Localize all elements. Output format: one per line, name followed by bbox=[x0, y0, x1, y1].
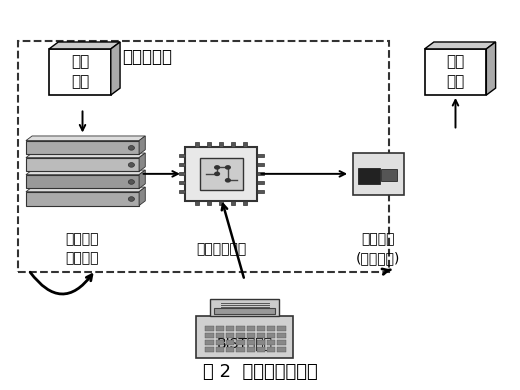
Circle shape bbox=[225, 178, 231, 183]
Bar bbox=[18, 41, 388, 272]
Bar bbox=[246, 326, 255, 331]
Text: 图 2  内建自测试流程: 图 2 内建自测试流程 bbox=[203, 363, 317, 381]
Polygon shape bbox=[139, 170, 145, 188]
Polygon shape bbox=[111, 42, 120, 95]
Bar bbox=[231, 201, 236, 206]
Bar bbox=[226, 326, 235, 331]
Bar bbox=[196, 201, 200, 206]
Bar bbox=[358, 168, 381, 184]
Polygon shape bbox=[26, 153, 145, 158]
Bar bbox=[207, 142, 212, 147]
Bar bbox=[214, 308, 276, 314]
Bar bbox=[207, 201, 212, 206]
Polygon shape bbox=[26, 136, 145, 140]
Bar bbox=[257, 333, 265, 338]
Bar bbox=[211, 299, 279, 316]
Text: 发生器及
应用程序: 发生器及 应用程序 bbox=[66, 232, 99, 265]
Circle shape bbox=[225, 165, 231, 170]
Bar bbox=[353, 153, 404, 195]
Bar bbox=[267, 333, 276, 338]
Text: 外部
输人: 外部 输人 bbox=[71, 55, 89, 89]
Bar bbox=[246, 347, 255, 352]
Polygon shape bbox=[425, 42, 496, 49]
Polygon shape bbox=[139, 187, 145, 206]
Circle shape bbox=[214, 165, 220, 170]
Bar bbox=[236, 326, 244, 331]
Bar bbox=[49, 49, 111, 95]
Polygon shape bbox=[139, 136, 145, 154]
Bar bbox=[179, 181, 186, 184]
Bar bbox=[257, 163, 264, 167]
Bar bbox=[205, 326, 214, 331]
Bar bbox=[26, 140, 139, 154]
Text: 处理器内部: 处理器内部 bbox=[122, 48, 172, 66]
Polygon shape bbox=[139, 153, 145, 172]
Bar bbox=[226, 333, 235, 338]
Bar bbox=[246, 333, 255, 338]
Circle shape bbox=[128, 145, 135, 150]
Bar bbox=[205, 347, 214, 352]
Bar bbox=[277, 340, 285, 345]
Bar bbox=[179, 190, 186, 193]
Bar bbox=[236, 340, 244, 345]
Bar bbox=[267, 347, 276, 352]
Bar bbox=[277, 326, 285, 331]
Bar bbox=[246, 340, 255, 345]
Bar bbox=[179, 163, 186, 167]
Circle shape bbox=[128, 163, 135, 167]
Circle shape bbox=[128, 180, 135, 184]
Bar bbox=[231, 142, 236, 147]
Bar bbox=[196, 142, 200, 147]
Circle shape bbox=[214, 172, 220, 176]
Polygon shape bbox=[49, 42, 120, 49]
Bar bbox=[216, 347, 224, 352]
Bar bbox=[277, 333, 285, 338]
Bar bbox=[267, 326, 276, 331]
Text: 输出
结果: 输出 结果 bbox=[446, 55, 464, 89]
Polygon shape bbox=[486, 42, 496, 95]
Text: BIST控制器: BIST控制器 bbox=[216, 336, 272, 350]
Bar bbox=[196, 316, 293, 358]
Bar bbox=[381, 169, 397, 181]
Bar bbox=[257, 340, 265, 345]
Circle shape bbox=[128, 197, 135, 201]
Bar bbox=[26, 175, 139, 188]
Bar bbox=[257, 347, 265, 352]
Bar bbox=[205, 340, 214, 345]
Bar bbox=[257, 190, 264, 193]
Bar bbox=[26, 158, 139, 172]
Bar bbox=[179, 172, 186, 176]
Polygon shape bbox=[26, 187, 145, 192]
Bar bbox=[179, 154, 186, 158]
Bar bbox=[257, 326, 265, 331]
Bar bbox=[186, 147, 257, 201]
Bar bbox=[216, 333, 224, 338]
Bar bbox=[216, 340, 224, 345]
Bar bbox=[243, 142, 248, 147]
Bar bbox=[26, 192, 139, 206]
Bar bbox=[219, 201, 224, 206]
Bar bbox=[425, 49, 486, 95]
Bar bbox=[226, 347, 235, 352]
Bar bbox=[257, 154, 264, 158]
Text: 回应装置
(程序已设): 回应装置 (程序已设) bbox=[356, 232, 400, 265]
Polygon shape bbox=[26, 170, 145, 175]
Bar bbox=[205, 333, 214, 338]
Bar bbox=[219, 142, 224, 147]
Bar bbox=[216, 326, 224, 331]
Bar bbox=[236, 333, 244, 338]
Bar bbox=[200, 158, 243, 190]
Bar bbox=[267, 340, 276, 345]
Bar bbox=[277, 347, 285, 352]
Bar bbox=[257, 181, 264, 184]
Bar bbox=[226, 340, 235, 345]
Bar bbox=[236, 347, 244, 352]
Bar bbox=[257, 172, 264, 176]
Text: 受控内部电路: 受控内部电路 bbox=[196, 242, 246, 256]
Bar bbox=[243, 201, 248, 206]
